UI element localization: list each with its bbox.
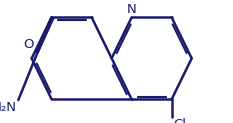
Text: O: O: [24, 38, 34, 51]
Text: N: N: [127, 3, 137, 16]
Text: H₂N: H₂N: [0, 101, 16, 114]
Text: Cl: Cl: [174, 118, 187, 123]
